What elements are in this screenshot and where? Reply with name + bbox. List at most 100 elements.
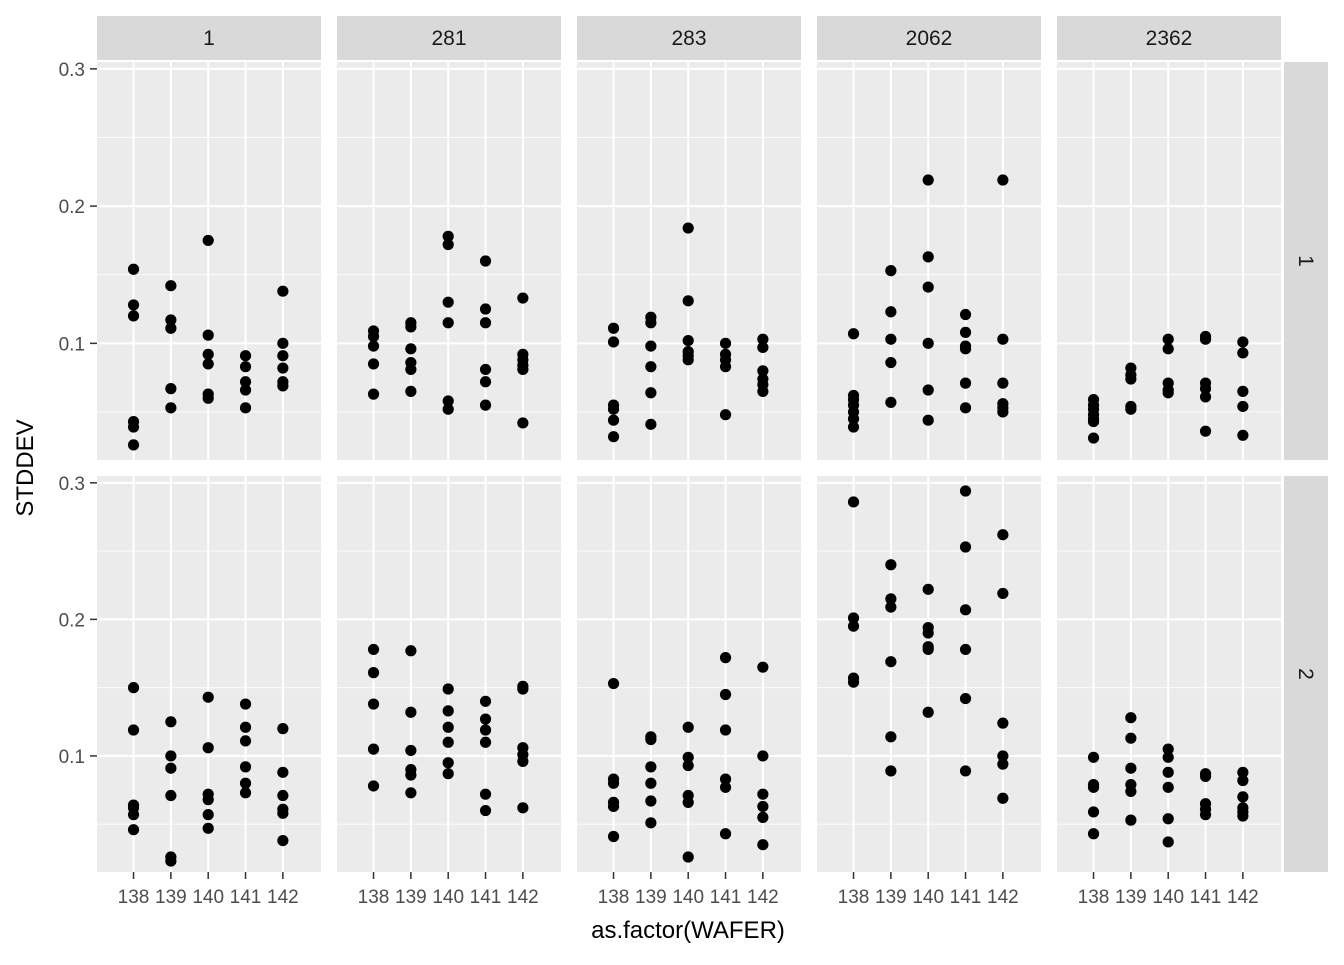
data-point	[239, 361, 252, 373]
data-point	[442, 230, 454, 242]
data-point	[1125, 785, 1137, 798]
data-point	[479, 804, 492, 817]
data-point	[607, 403, 620, 415]
data-point	[847, 421, 860, 433]
data-point	[277, 723, 289, 735]
data-point	[442, 705, 454, 717]
data-point	[517, 802, 529, 814]
x-tick-label: 141	[230, 887, 262, 908]
data-point	[959, 402, 972, 414]
x-tick-label: 141	[710, 887, 742, 908]
data-point	[1125, 814, 1137, 826]
data-point	[607, 414, 620, 426]
data-point	[165, 402, 177, 414]
x-tick-label: 141	[950, 887, 982, 908]
data-point	[165, 280, 177, 292]
data-point	[885, 593, 897, 605]
data-point	[202, 794, 214, 806]
data-point	[719, 337, 732, 349]
data-point	[997, 758, 1009, 770]
data-point	[847, 676, 860, 688]
facet-strip-col-281: 281	[337, 16, 561, 60]
data-point	[1162, 387, 1174, 399]
data-point	[885, 559, 897, 571]
data-point	[1162, 743, 1174, 755]
data-point	[997, 717, 1009, 729]
y-axis-title: STDDEV	[12, 419, 39, 516]
data-point	[885, 265, 897, 277]
data-point	[202, 348, 214, 360]
data-point	[479, 363, 492, 376]
data-point	[682, 851, 694, 863]
data-point	[1125, 373, 1137, 385]
data-point	[277, 834, 289, 847]
data-point	[1087, 806, 1100, 818]
data-point	[885, 356, 897, 369]
data-point	[277, 766, 289, 778]
x-tick-label: 140	[672, 887, 704, 908]
facet-strip-col-283: 283	[577, 16, 801, 60]
facet-strip-label: 281	[431, 27, 466, 50]
data-point	[922, 583, 934, 595]
data-point	[645, 817, 657, 829]
data-point	[682, 796, 694, 808]
data-point	[239, 735, 252, 747]
data-point	[885, 656, 897, 668]
data-point	[277, 789, 289, 802]
data-point	[239, 787, 252, 799]
data-point	[682, 335, 694, 347]
data-point	[607, 336, 620, 348]
x-tick-label: 139	[395, 887, 427, 908]
data-point	[127, 824, 140, 836]
panel-row2-col2062	[817, 476, 1041, 872]
data-point	[719, 409, 732, 421]
data-point	[959, 604, 972, 616]
facet-strip-col-2062: 2062	[817, 16, 1041, 60]
x-tick-label: 139	[155, 887, 187, 908]
x-tick-label: 139	[1115, 887, 1147, 908]
data-point	[719, 773, 732, 785]
data-point	[757, 788, 769, 800]
data-point	[405, 787, 417, 799]
panel-row2-col2362	[1057, 476, 1281, 872]
facet-strip-label: 2362	[1146, 27, 1193, 50]
x-tick-label: 141	[470, 887, 502, 908]
data-point	[442, 238, 454, 251]
data-point	[645, 340, 657, 352]
facet-strip-bg	[1057, 16, 1281, 60]
data-point	[1087, 781, 1100, 793]
facet-strip-label: 1	[1294, 255, 1317, 267]
data-point	[1237, 774, 1249, 787]
data-point	[479, 713, 492, 725]
x-tick-label: 138	[838, 887, 870, 908]
data-point	[607, 830, 620, 843]
y-tick-label: 0.3	[59, 60, 85, 81]
y-tick-label: 0.1	[59, 334, 85, 355]
data-point	[367, 330, 380, 343]
panel-row1-col281	[337, 62, 561, 460]
data-point	[1199, 391, 1212, 403]
x-tick-label: 140	[432, 887, 464, 908]
data-point	[922, 281, 934, 293]
x-tick-label: 138	[358, 887, 390, 908]
data-point	[479, 317, 492, 329]
data-point	[165, 314, 177, 326]
data-point	[442, 296, 454, 308]
data-point	[959, 643, 972, 656]
data-point	[885, 731, 897, 743]
data-point	[405, 769, 417, 781]
data-point	[757, 333, 769, 345]
data-point	[847, 620, 860, 632]
panel-row1-col283	[577, 62, 801, 460]
data-point	[277, 350, 289, 362]
data-point	[682, 751, 694, 763]
data-point	[127, 421, 140, 433]
data-point	[367, 698, 380, 710]
data-point	[239, 402, 252, 414]
data-point	[165, 762, 177, 774]
data-point	[645, 418, 657, 430]
data-point	[442, 403, 454, 415]
data-point	[922, 643, 934, 656]
data-point	[239, 376, 252, 388]
